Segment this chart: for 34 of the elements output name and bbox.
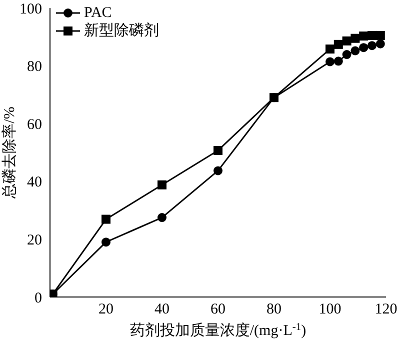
y-tick-label: 0	[34, 290, 42, 306]
y-axis-title: 总磷去除率/%	[1, 106, 18, 200]
x-tick-label: 60	[210, 302, 226, 318]
point	[158, 180, 166, 190]
point	[102, 214, 110, 224]
y-tick-label: 40	[27, 174, 42, 191]
point	[368, 41, 376, 50]
legend-label: PAC	[84, 4, 112, 22]
point	[50, 290, 58, 297]
x-tick-label: 80	[266, 302, 282, 318]
point	[359, 43, 368, 52]
point	[102, 238, 110, 247]
x-tick-label: 40	[154, 302, 170, 318]
y-tick-label: 80	[27, 59, 42, 76]
point	[342, 50, 352, 60]
x-tick-label: 100	[318, 302, 342, 318]
point	[376, 30, 385, 40]
point	[214, 166, 222, 176]
point	[334, 56, 343, 66]
point	[326, 44, 334, 54]
point	[158, 213, 166, 222]
x-axis-title: 药剂投加质量浓度/(mg·L$^{-1}$)	[130, 322, 306, 339]
legend-label: 新型除磷剂	[84, 22, 159, 40]
point	[326, 57, 334, 66]
point	[376, 39, 385, 48]
y-tick-label: 100	[20, 1, 42, 18]
y-tick-label: 20	[27, 232, 42, 249]
x-tick-label: 20	[98, 302, 114, 318]
point	[334, 40, 343, 49]
x-tick-label: 120	[374, 302, 398, 318]
point	[350, 46, 360, 56]
y-tick-label: 60	[27, 116, 42, 133]
point	[270, 93, 278, 102]
point	[214, 146, 222, 155]
